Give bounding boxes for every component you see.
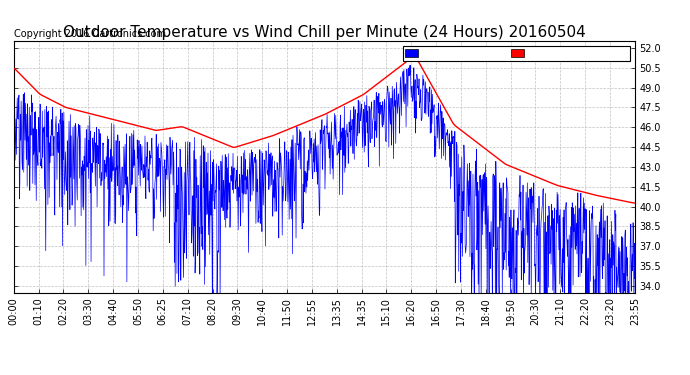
Title: Outdoor Temperature vs Wind Chill per Minute (24 Hours) 20160504: Outdoor Temperature vs Wind Chill per Mi…: [63, 25, 586, 40]
Text: Copyright 2016 Cartronics.com: Copyright 2016 Cartronics.com: [14, 29, 166, 39]
Legend: Wind Chill (°F), Temperature (°F): Wind Chill (°F), Temperature (°F): [404, 46, 629, 61]
